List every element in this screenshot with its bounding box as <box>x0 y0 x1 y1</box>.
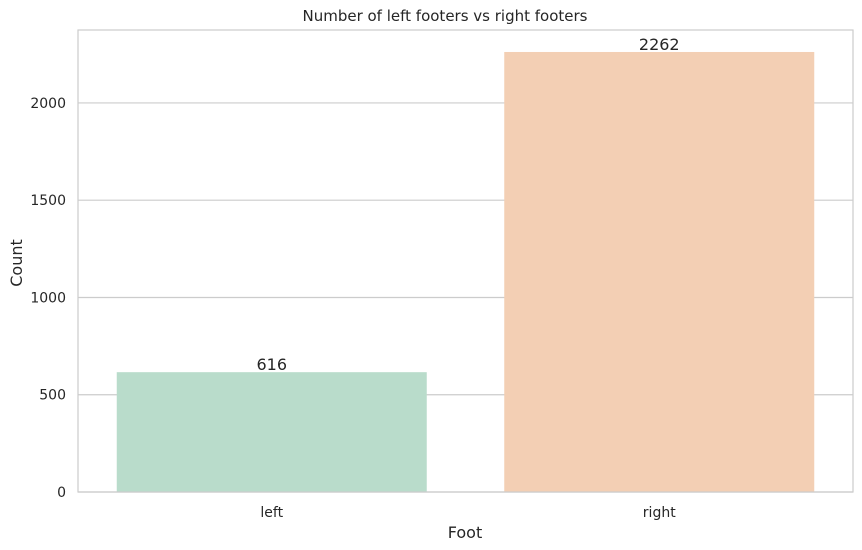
bar-right <box>504 51 815 492</box>
y-tick-label: 500 <box>39 388 66 404</box>
y-tick-label: 1500 <box>30 193 66 209</box>
y-tick-label: 0 <box>57 485 66 501</box>
y-axis-ticks: 0 500 1000 1500 2000 <box>30 96 66 501</box>
plot-frame <box>77 29 854 493</box>
x-tick-label-left: left <box>260 505 283 521</box>
plot-border <box>77 29 854 493</box>
bar-left <box>116 372 427 492</box>
y-axis-label: Count <box>7 239 26 287</box>
data-label: 2262 <box>639 35 680 54</box>
y-tick-label: 2000 <box>30 96 66 112</box>
x-tick-label-right: right <box>643 505 676 521</box>
data-label: 616 <box>256 355 287 374</box>
y-tick-label: 1000 <box>30 290 66 306</box>
chart-title: Number of left footers vs right footers <box>302 7 587 25</box>
bars <box>116 51 815 492</box>
x-axis-ticks: left right <box>260 505 676 521</box>
x-axis-label: Foot <box>448 523 482 542</box>
data-labels: 616 2262 <box>256 35 679 374</box>
